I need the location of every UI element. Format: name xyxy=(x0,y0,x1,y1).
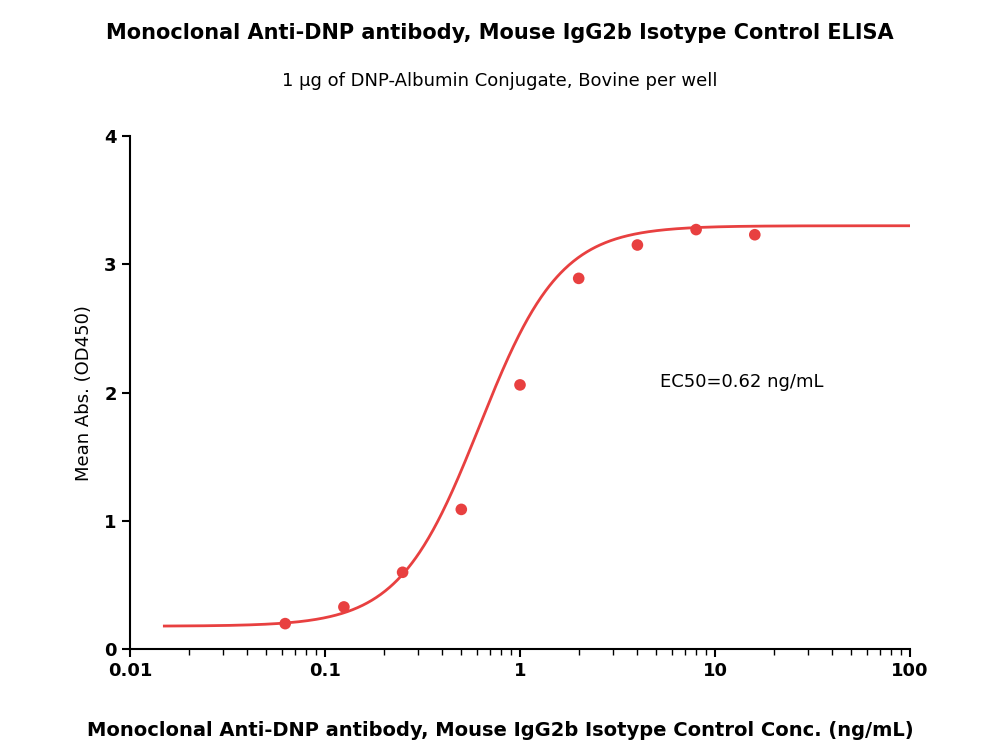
Point xyxy=(336,601,352,613)
Point xyxy=(395,566,411,578)
Text: EC50=0.62 ng/mL: EC50=0.62 ng/mL xyxy=(660,373,824,391)
Point xyxy=(453,504,469,516)
Point xyxy=(629,239,645,251)
Text: Monoclonal Anti-DNP antibody, Mouse IgG2b Isotype Control ELISA: Monoclonal Anti-DNP antibody, Mouse IgG2… xyxy=(106,23,894,42)
Point xyxy=(747,229,763,241)
Text: 1 μg of DNP-Albumin Conjugate, Bovine per well: 1 μg of DNP-Albumin Conjugate, Bovine pe… xyxy=(282,72,718,90)
Y-axis label: Mean Abs. (OD450): Mean Abs. (OD450) xyxy=(75,305,93,480)
Point xyxy=(688,223,704,236)
Text: Monoclonal Anti-DNP antibody, Mouse IgG2b Isotype Control Conc. (ng/mL): Monoclonal Anti-DNP antibody, Mouse IgG2… xyxy=(87,721,913,740)
Point xyxy=(571,273,587,285)
Point xyxy=(512,379,528,391)
Point xyxy=(277,618,293,630)
